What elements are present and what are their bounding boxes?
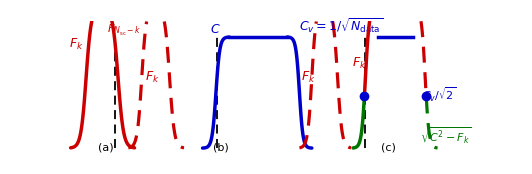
Text: (a): (a)	[98, 143, 113, 153]
Text: $\sqrt{C^2 - F_k}$: $\sqrt{C^2 - F_k}$	[420, 125, 472, 145]
Text: $F_k$: $F_k$	[352, 56, 367, 70]
Text: $C_v/\sqrt{2}$: $C_v/\sqrt{2}$	[422, 85, 456, 104]
Text: $C_v = 1/\sqrt{N_{\mathrm{data}}}$: $C_v = 1/\sqrt{N_{\mathrm{data}}}$	[300, 17, 384, 36]
Text: (b): (b)	[213, 143, 229, 153]
Text: $F_k$: $F_k$	[69, 37, 83, 52]
Text: $F_{N_{\mathrm{sc}}-k}$: $F_{N_{\mathrm{sc}}-k}$	[107, 23, 142, 38]
Text: $F_k$: $F_k$	[301, 70, 315, 85]
Text: (c): (c)	[381, 143, 395, 153]
Text: $C$: $C$	[210, 23, 220, 36]
Text: $F_k$: $F_k$	[145, 70, 160, 85]
